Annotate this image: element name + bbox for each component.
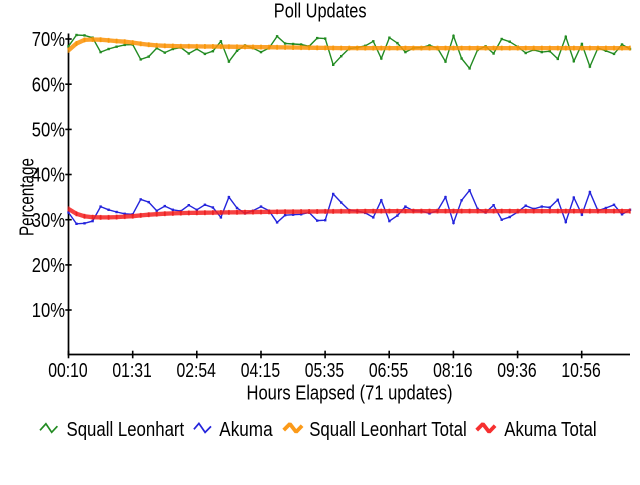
svg-text:Percentage: Percentage <box>17 158 39 236</box>
svg-text:60%: 60% <box>32 74 65 96</box>
svg-text:06:55: 06:55 <box>369 360 408 382</box>
svg-text:50%: 50% <box>32 120 65 142</box>
svg-text:01:31: 01:31 <box>112 360 151 382</box>
svg-text:08:16: 08:16 <box>433 360 472 382</box>
svg-text:70%: 70% <box>32 29 65 51</box>
svg-text:Squall Leonhart: Squall Leonhart <box>67 419 185 441</box>
svg-text:Poll Updates: Poll Updates <box>274 1 367 23</box>
svg-text:Squall Leonhart Total: Squall Leonhart Total <box>309 419 467 441</box>
svg-text:10%: 10% <box>32 300 65 322</box>
svg-text:02:54: 02:54 <box>177 360 216 382</box>
svg-text:Akuma Total: Akuma Total <box>504 419 596 441</box>
svg-text:10:56: 10:56 <box>561 360 600 382</box>
svg-text:00:10: 00:10 <box>48 360 87 382</box>
svg-text:05:35: 05:35 <box>305 360 344 382</box>
svg-text:20%: 20% <box>32 255 65 277</box>
svg-text:04:15: 04:15 <box>241 360 280 382</box>
svg-text:Akuma: Akuma <box>219 419 273 441</box>
svg-text:30%: 30% <box>32 210 65 232</box>
svg-text:40%: 40% <box>32 165 65 187</box>
svg-text:09:36: 09:36 <box>497 360 536 382</box>
svg-text:Hours Elapsed (71 updates): Hours Elapsed (71 updates) <box>247 382 453 404</box>
